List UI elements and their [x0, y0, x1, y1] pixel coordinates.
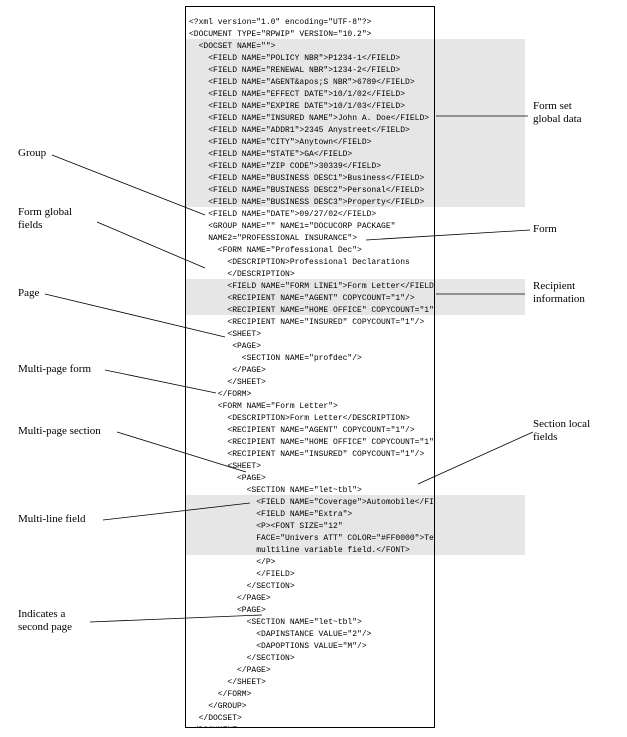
label-recipient-info: Recipient information — [533, 280, 585, 306]
label-multi-page-section: Multi-page section — [18, 425, 101, 438]
xml-box-border — [185, 6, 435, 728]
label-form-global-fields: Form global fields — [18, 206, 72, 232]
label-page: Page — [18, 287, 39, 300]
label-group: Group — [18, 147, 46, 160]
diagram-stage: <?xml version="1.0" encoding="UTF-8"?> <… — [0, 0, 627, 737]
label-section-local-fields: Section local fields — [533, 418, 590, 444]
label-multi-line-field: Multi-line field — [18, 513, 86, 526]
label-second-page: Indicates a second page — [18, 608, 72, 634]
label-form-set-global: Form set global data — [533, 100, 582, 126]
label-multi-page-form: Multi-page form — [18, 363, 91, 376]
label-form: Form — [533, 223, 557, 236]
